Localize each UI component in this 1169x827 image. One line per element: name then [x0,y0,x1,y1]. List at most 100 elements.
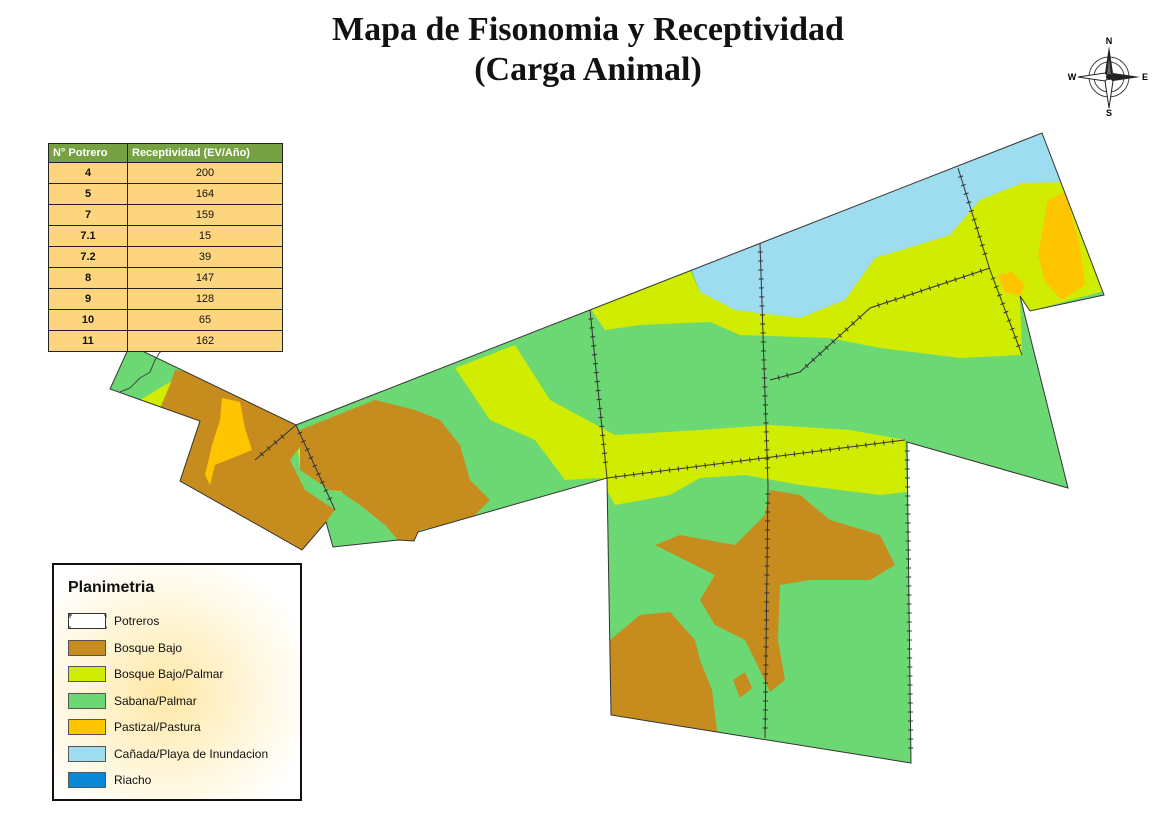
compass-rose: N S W E [1068,36,1148,118]
potrero-tick [304,448,310,452]
potrero-tick [894,296,897,302]
potrero-tick [784,452,787,458]
legend-swatch [68,613,107,629]
potrero-tick [591,345,597,347]
potrero-tick [615,474,617,480]
legend-swatch [68,666,106,682]
potrero-tick [804,363,809,369]
potrero-tick [686,465,689,471]
potrero-tick [1000,302,1006,306]
potrero-tick [592,362,598,365]
potrero-ticks [259,175,1022,749]
table-row: 5 164 [48,183,283,205]
zone-bosque-palmar-mid [455,345,907,505]
legend-title: Planimetria [68,579,155,596]
zone-bosque-bajo-south1 [655,490,895,692]
potrero-number: 5 [48,183,128,205]
legend-swatch [68,692,106,709]
table-row: 4 200 [48,162,283,184]
potrero-tick [877,302,880,308]
potrero-tick [885,299,889,305]
receptividad-value: 164 [127,183,283,205]
potrero-tick [968,209,975,213]
header-potrero: N° Potrero [48,143,128,163]
potrero-tick [266,446,271,451]
potrero-tick [598,416,604,419]
potrero-tick [775,453,778,459]
potrero-tick [599,425,605,428]
zone-bosque-bajo-west [160,370,335,550]
potrero-tick [865,442,867,448]
zone-pastizal-east [1038,192,1085,300]
legend-swatch [68,745,106,762]
map-title-line2: (Carga Animal) [474,51,702,88]
potrero-tick [600,434,606,437]
potrero-tick [601,452,608,455]
compass-e: E [1142,72,1148,82]
table-row: 10 65 [48,309,283,331]
legend-label: Sabana/Palmar [114,693,197,708]
potrero-tick [937,282,940,288]
farm-outline [109,132,1105,764]
potrero-tick [993,285,999,289]
receptividad-value: 128 [127,288,283,310]
potrero-tick [695,464,698,470]
potrero-tick [591,354,598,356]
zone-bosque-palmar-north [590,182,1104,358]
potrero-number: 7.2 [48,246,128,268]
table-row: 7.1 15 [48,225,283,247]
legend-item: Pastizal/Pastura [68,719,298,737]
potrero-tick [882,440,885,446]
table-row: 7.2 39 [48,246,283,268]
riacho-line [119,349,169,393]
legend-item: Cañada/Playa de Inundacion [68,745,298,764]
potrero-tick [323,488,329,492]
potrero-tick [960,183,966,187]
potrero-tick [979,268,983,274]
legend-panel: Planimetria Potreros Bosque Bajo Bosque Ba… [52,563,302,801]
potrero-tick [979,244,985,247]
potrero-tick [312,464,318,468]
potrero-tick [624,473,626,479]
potrero-tick [954,277,957,283]
table-row: 7 159 [48,204,283,226]
potrero-tick [596,398,602,401]
potrero-tick [837,333,842,338]
table-header-row: N° Potrero Receptividad (EV/Año) [48,143,283,163]
potrero-tick [641,470,644,476]
potrero-tick [874,441,876,447]
potrero-number: 4 [48,162,128,184]
potrero-tick [597,407,603,410]
table-row: 8 147 [48,267,283,289]
potrero-tick [793,451,796,457]
potrero-tick [962,274,966,280]
zone-bosque-bajo-south3 [733,672,752,698]
potrero-tick [971,271,974,277]
legend-item: Potreros [68,613,298,631]
potrero-tick [297,431,303,435]
potrero-tick [856,443,858,449]
potrero-tick [704,462,707,469]
potrero-tick [668,467,671,473]
potrero-tick [857,315,862,320]
potrero-tick [902,294,906,300]
potrero-tick [749,457,751,463]
potrero-tick [996,293,1003,297]
potrero-tick [911,291,914,297]
legend-swatch [68,772,106,788]
potrero-tick [802,450,805,456]
potrero-tick [831,339,836,344]
potrero-number: 8 [48,267,128,289]
potrero-number: 7 [48,204,128,226]
compass-w: W [1068,72,1077,82]
zone-canada [690,133,1062,318]
potrero-tick [273,440,278,445]
potrero-tick [928,285,932,291]
potrero-tick [659,468,662,474]
potrero-number: 10 [48,309,128,331]
potrero-tick [713,461,715,467]
receptividad-value: 147 [127,267,283,289]
potrero-tick [817,351,822,356]
potrero-tick [722,460,724,466]
